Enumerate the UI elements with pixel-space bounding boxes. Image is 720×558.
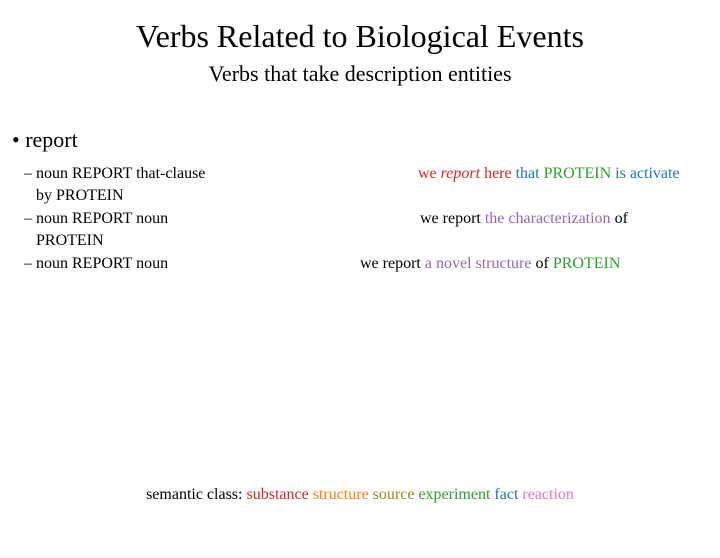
example-of: of bbox=[531, 255, 552, 272]
pattern-text: by PROTEIN bbox=[36, 187, 124, 204]
pattern-example: we report the characterization of bbox=[334, 208, 720, 230]
example-noun: the characterization bbox=[485, 210, 611, 227]
pattern-example: we report a novel structure of PROTEIN bbox=[334, 253, 720, 275]
example-tail: of bbox=[611, 210, 628, 227]
semantic-word: source bbox=[373, 486, 415, 503]
semantic-word: experiment bbox=[418, 486, 490, 503]
pattern-row: – noun REPORT noun PROTEIN we report the… bbox=[24, 208, 720, 251]
pattern-list: – noun REPORT that-clause by PROTEIN we … bbox=[24, 163, 720, 275]
example-that: that bbox=[516, 165, 544, 182]
pattern-text: – noun REPORT noun bbox=[24, 255, 168, 272]
pattern-text: – noun REPORT noun bbox=[24, 210, 168, 227]
pattern-text: PROTEIN bbox=[36, 232, 104, 249]
semantic-label: semantic class: bbox=[146, 486, 246, 503]
pattern-text: – noun REPORT that-clause bbox=[24, 165, 205, 182]
page-title: Verbs Related to Biological Events bbox=[0, 18, 720, 55]
example-pre: we report bbox=[420, 210, 485, 227]
main-bullet-report: • report bbox=[12, 127, 720, 153]
pattern-left: – noun REPORT that-clause by PROTEIN bbox=[24, 163, 334, 206]
pattern-example: we report here that PROTEIN is activate bbox=[334, 163, 720, 185]
example-noun: a novel structure bbox=[425, 255, 532, 272]
page-subtitle: Verbs that take description entities bbox=[0, 61, 720, 87]
example-protein: PROTEIN bbox=[544, 165, 612, 182]
semantic-word: reaction bbox=[522, 486, 574, 503]
example-noun: we bbox=[418, 165, 441, 182]
semantic-word: fact bbox=[494, 486, 518, 503]
example-text: here bbox=[480, 165, 516, 182]
semantic-word: substance bbox=[246, 486, 308, 503]
example-tail: is activate bbox=[611, 165, 679, 182]
semantic-class-line: semantic class: substance structure sour… bbox=[0, 486, 720, 504]
example-pre: we report bbox=[360, 255, 425, 272]
example-verb: report bbox=[441, 165, 480, 182]
example-protein: PROTEIN bbox=[553, 255, 621, 272]
pattern-row: – noun REPORT noun we report a novel str… bbox=[24, 253, 720, 275]
pattern-left: – noun REPORT noun bbox=[24, 253, 334, 275]
pattern-row: – noun REPORT that-clause by PROTEIN we … bbox=[24, 163, 720, 206]
semantic-word: structure bbox=[313, 486, 369, 503]
pattern-left: – noun REPORT noun PROTEIN bbox=[24, 208, 334, 251]
